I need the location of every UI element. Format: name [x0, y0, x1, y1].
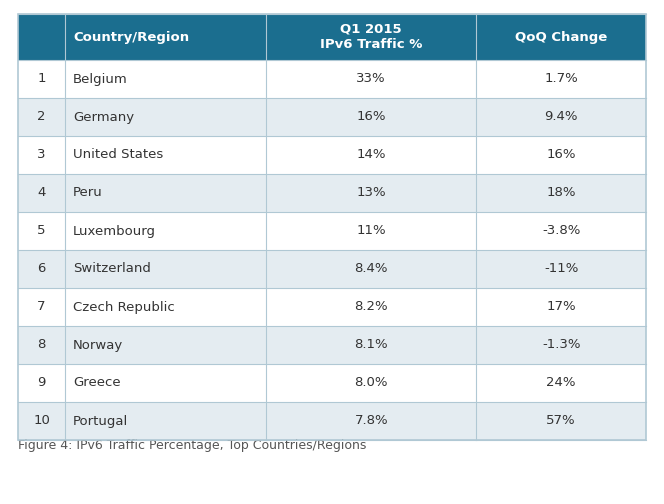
Text: 8.2%: 8.2%: [355, 300, 388, 313]
Text: 9.4%: 9.4%: [544, 110, 578, 123]
Text: 33%: 33%: [357, 73, 386, 86]
Bar: [266, 212, 477, 250]
Text: 1: 1: [37, 73, 46, 86]
Text: 3: 3: [37, 149, 46, 161]
Text: Belgium: Belgium: [73, 73, 128, 86]
Bar: [18, 212, 65, 250]
Bar: [477, 98, 646, 136]
Bar: [477, 402, 646, 440]
Bar: [18, 14, 646, 440]
Text: Country/Region: Country/Region: [73, 31, 189, 43]
Text: 16%: 16%: [546, 149, 576, 161]
Text: 7: 7: [37, 300, 46, 313]
Bar: [65, 364, 266, 402]
Bar: [18, 326, 65, 364]
Bar: [18, 288, 65, 326]
Text: 9: 9: [37, 376, 46, 390]
Text: QoQ Change: QoQ Change: [515, 31, 608, 43]
Bar: [477, 174, 646, 212]
Bar: [477, 364, 646, 402]
Bar: [477, 136, 646, 174]
Bar: [65, 212, 266, 250]
Bar: [18, 98, 65, 136]
Bar: [477, 212, 646, 250]
Text: 8: 8: [37, 339, 46, 351]
Bar: [477, 60, 646, 98]
Bar: [266, 402, 477, 440]
Bar: [266, 136, 477, 174]
Text: 1.7%: 1.7%: [544, 73, 578, 86]
Text: 5: 5: [37, 224, 46, 237]
Bar: [477, 326, 646, 364]
Text: Q1 2015
IPv6 Traffic %: Q1 2015 IPv6 Traffic %: [320, 23, 422, 51]
Text: 8.1%: 8.1%: [355, 339, 388, 351]
Bar: [266, 364, 477, 402]
Text: 14%: 14%: [357, 149, 386, 161]
Bar: [65, 402, 266, 440]
Bar: [18, 174, 65, 212]
Text: United States: United States: [73, 149, 163, 161]
Text: Germany: Germany: [73, 110, 134, 123]
Text: 8.0%: 8.0%: [355, 376, 388, 390]
Bar: [18, 250, 65, 288]
Text: 8.4%: 8.4%: [355, 263, 388, 276]
Bar: [65, 288, 266, 326]
Text: Portugal: Portugal: [73, 414, 128, 427]
Text: 24%: 24%: [546, 376, 576, 390]
Text: -11%: -11%: [544, 263, 578, 276]
Bar: [266, 98, 477, 136]
Bar: [65, 174, 266, 212]
Text: Greece: Greece: [73, 376, 121, 390]
Bar: [65, 60, 266, 98]
Text: Luxembourg: Luxembourg: [73, 224, 156, 237]
Text: Switzerland: Switzerland: [73, 263, 151, 276]
Text: 57%: 57%: [546, 414, 576, 427]
Text: 13%: 13%: [357, 186, 386, 200]
Text: 6: 6: [37, 263, 46, 276]
Bar: [477, 14, 646, 60]
Text: 4: 4: [37, 186, 46, 200]
Text: 18%: 18%: [546, 186, 576, 200]
Bar: [477, 288, 646, 326]
Bar: [18, 60, 65, 98]
Bar: [18, 402, 65, 440]
Bar: [65, 136, 266, 174]
Text: -1.3%: -1.3%: [542, 339, 580, 351]
Bar: [477, 250, 646, 288]
Bar: [65, 326, 266, 364]
Text: Figure 4: IPv6 Traffic Percentage, Top Countries/Regions: Figure 4: IPv6 Traffic Percentage, Top C…: [18, 439, 367, 453]
Text: 16%: 16%: [357, 110, 386, 123]
Bar: [266, 174, 477, 212]
Bar: [65, 250, 266, 288]
Text: Norway: Norway: [73, 339, 124, 351]
Bar: [18, 364, 65, 402]
Bar: [266, 14, 477, 60]
Text: 17%: 17%: [546, 300, 576, 313]
Text: 10: 10: [33, 414, 50, 427]
Bar: [65, 98, 266, 136]
Text: 7.8%: 7.8%: [355, 414, 388, 427]
Text: 11%: 11%: [357, 224, 386, 237]
Bar: [18, 136, 65, 174]
Text: 2: 2: [37, 110, 46, 123]
Bar: [266, 250, 477, 288]
Text: Czech Republic: Czech Republic: [73, 300, 175, 313]
Text: Peru: Peru: [73, 186, 103, 200]
Bar: [266, 60, 477, 98]
Bar: [18, 14, 65, 60]
Bar: [266, 288, 477, 326]
Bar: [266, 326, 477, 364]
Bar: [65, 14, 266, 60]
Text: -3.8%: -3.8%: [542, 224, 580, 237]
